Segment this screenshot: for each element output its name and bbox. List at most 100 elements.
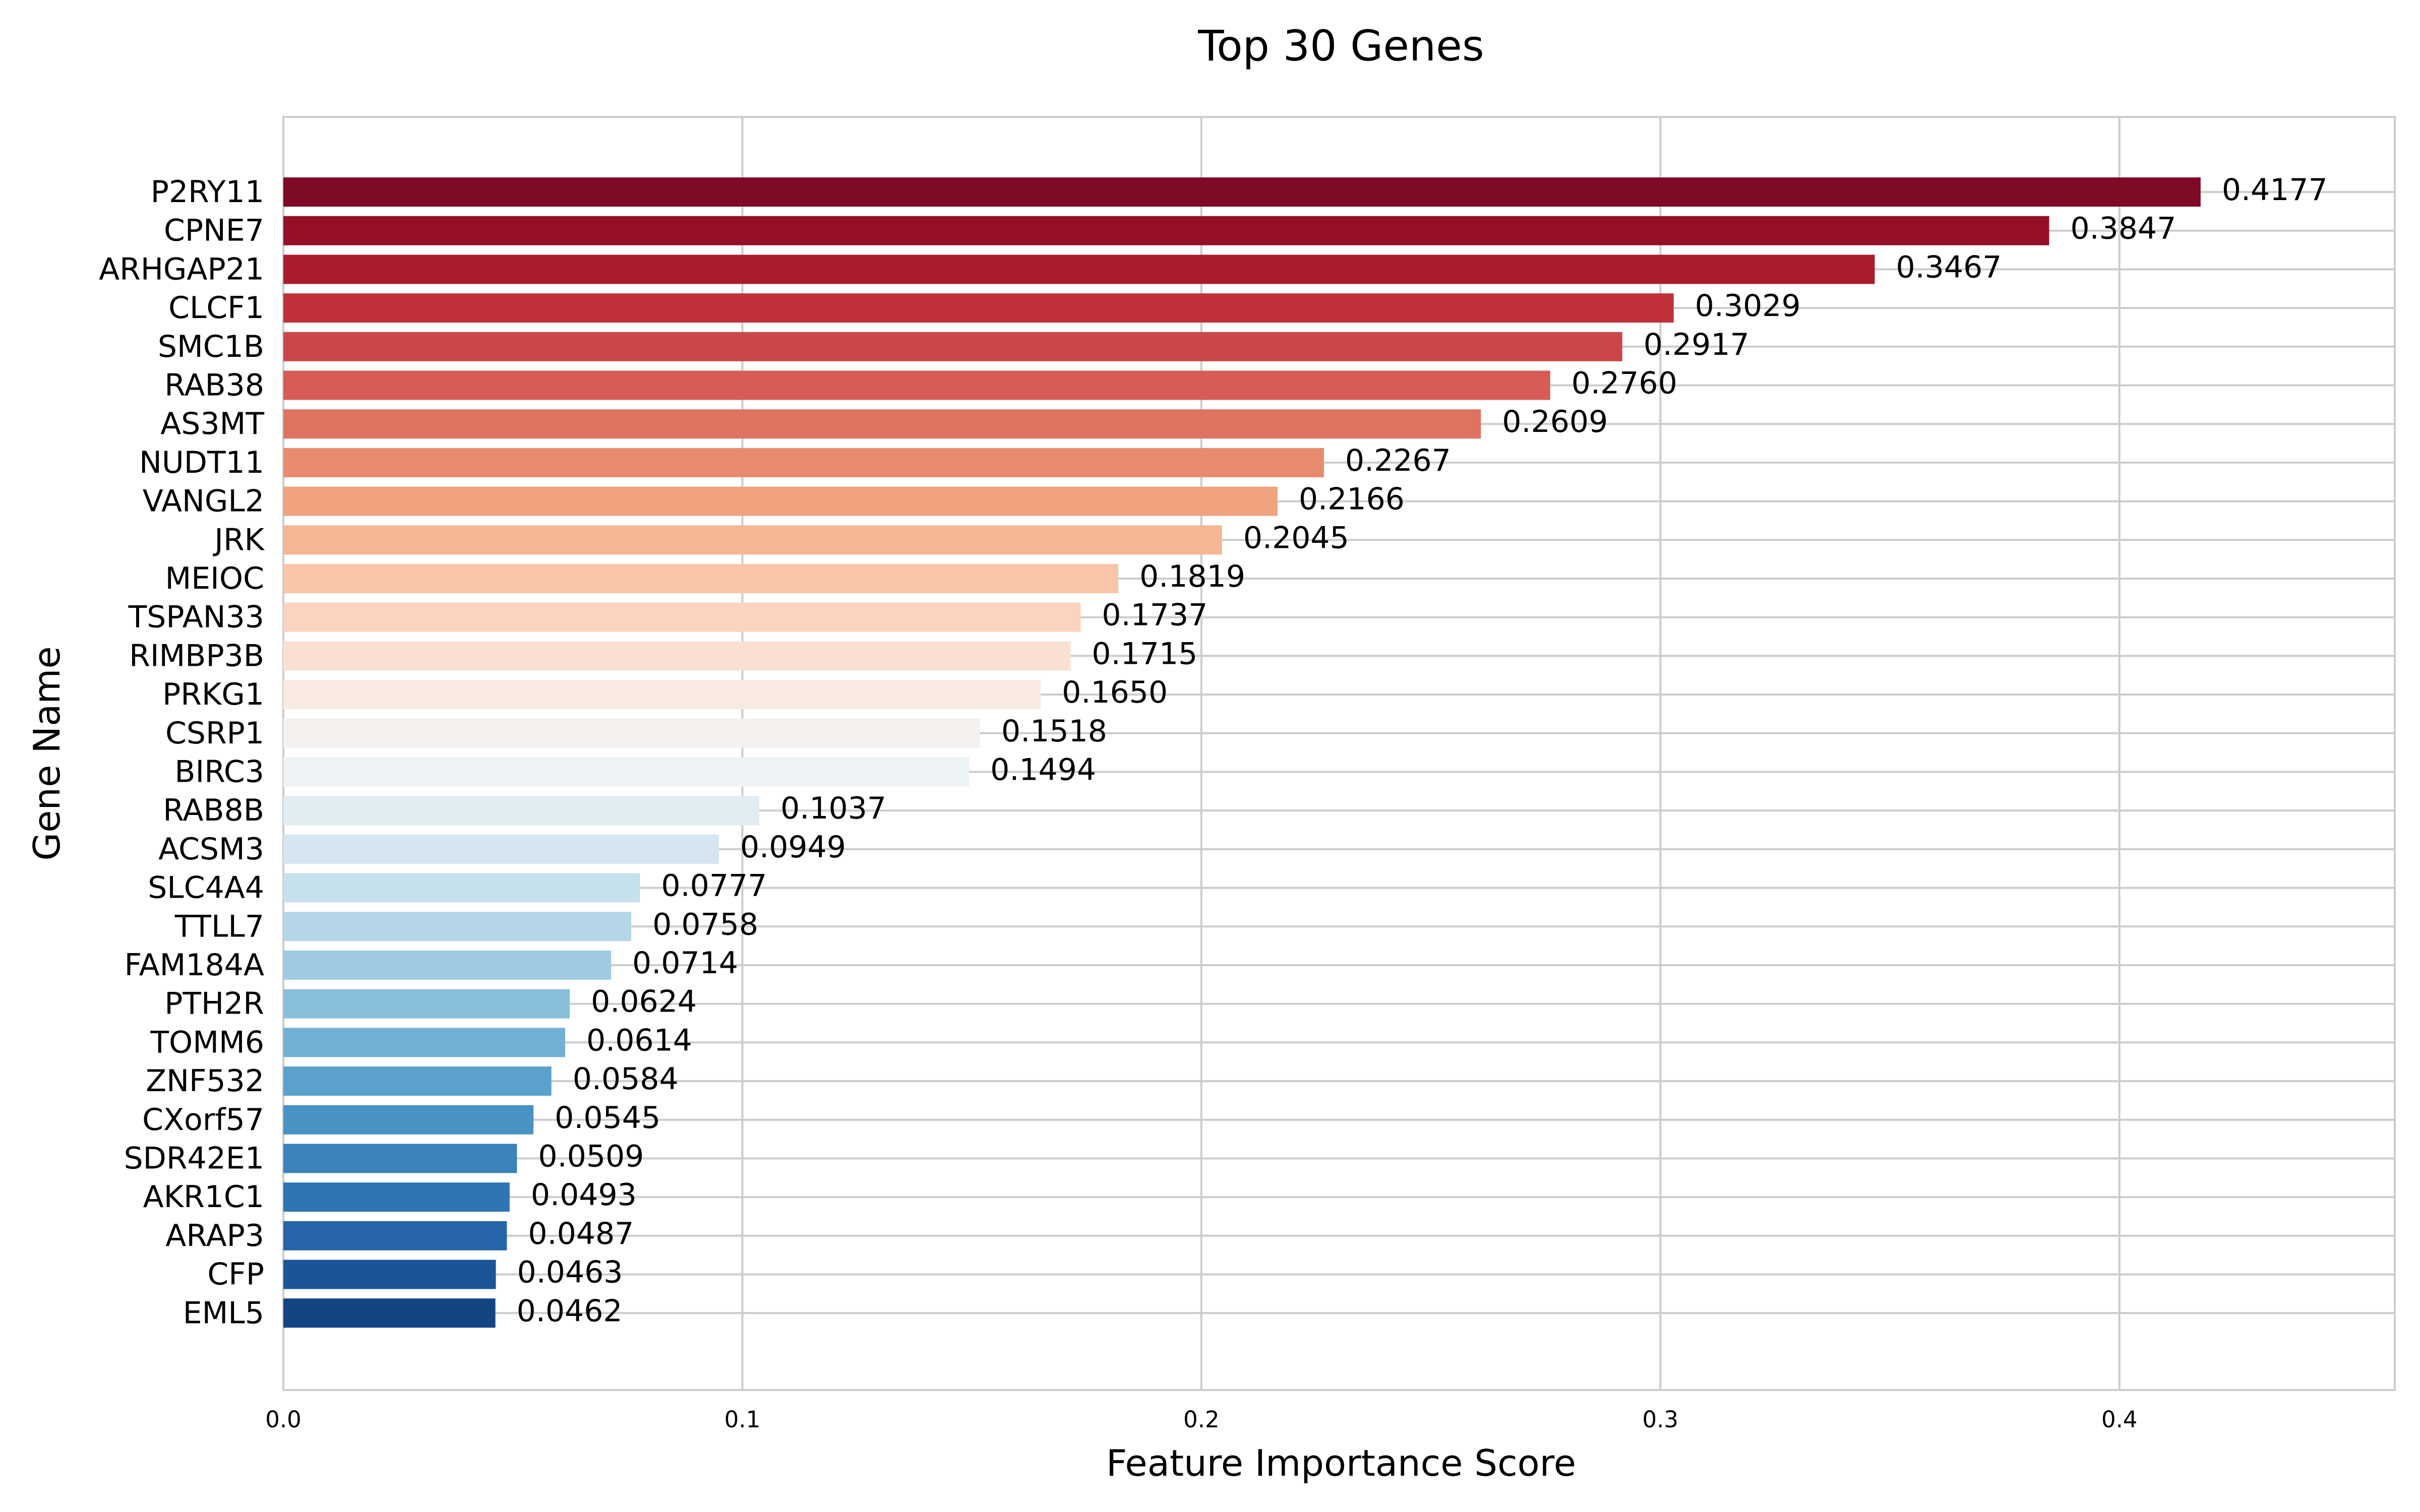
y-tick-label: SMC1B [158, 329, 264, 364]
value-label: 0.1037 [780, 791, 886, 826]
y-tick-label: ARHGAP21 [99, 251, 264, 287]
bar [283, 796, 760, 826]
bar [283, 602, 1081, 632]
value-label: 0.2917 [1644, 327, 1749, 362]
y-tick-label: P2RY11 [151, 174, 264, 210]
value-label: 0.0487 [528, 1216, 634, 1251]
x-tick-label: 0.3 [1643, 1406, 1679, 1433]
value-label: 0.4177 [2222, 172, 2328, 208]
value-label: 0.0949 [740, 830, 846, 865]
bar [283, 1144, 517, 1173]
y-tick-label: SLC4A4 [148, 870, 264, 906]
labels: 0.0 0.1 0.2 0.3 0.4 P2RY11 0.4177 CPNE7 0.3847 AR… [99, 172, 2328, 1433]
y-tick-label: ZNF532 [146, 1063, 264, 1099]
value-label: 0.2166 [1299, 482, 1405, 517]
y-tick-label: RAB38 [164, 368, 264, 403]
bar [283, 1259, 496, 1289]
value-label: 0.3467 [1896, 249, 2002, 285]
y-tick-label: VANGL2 [143, 484, 264, 519]
value-label: 0.0509 [538, 1139, 644, 1174]
y-tick-label: CPNE7 [164, 213, 264, 248]
value-label: 0.1819 [1139, 559, 1245, 594]
value-label: 0.0463 [517, 1255, 623, 1290]
value-label: 0.0462 [517, 1293, 623, 1329]
bar [283, 873, 640, 903]
bar [283, 951, 612, 980]
y-tick-label: TTLL7 [174, 909, 264, 944]
value-label: 0.2609 [1502, 404, 1608, 439]
value-label: 0.0614 [586, 1023, 692, 1058]
bar [283, 293, 1674, 323]
y-tick-label: ARAP3 [165, 1218, 264, 1253]
y-tick-label: AS3MT [160, 406, 264, 442]
value-label: 0.2760 [1571, 366, 1677, 401]
value-label: 0.3029 [1695, 288, 1801, 324]
bar [283, 525, 1222, 555]
y-axis-label: Gene Name [26, 646, 68, 860]
bar [283, 680, 1041, 710]
bar [283, 1182, 510, 1212]
y-tick-label: SDR42E1 [124, 1141, 264, 1176]
x-tick-label: 0.1 [724, 1406, 761, 1433]
value-label: 0.0758 [652, 907, 758, 942]
x-tick-label: 0.4 [2101, 1406, 2138, 1433]
bar [283, 1221, 507, 1250]
chart-title: Top 30 Genes [1197, 21, 1484, 71]
bar [283, 1105, 534, 1135]
bar [283, 486, 1278, 516]
plot-area [282, 116, 2396, 1391]
bar [283, 757, 970, 787]
bars [283, 177, 2201, 1328]
value-label: 0.3847 [2070, 211, 2176, 246]
bar [283, 912, 632, 941]
value-label: 0.0584 [573, 1061, 679, 1097]
value-label: 0.0624 [591, 984, 697, 1020]
bar [283, 1028, 566, 1057]
value-label: 0.0714 [632, 946, 738, 981]
y-tick-label: ACSM3 [158, 832, 264, 867]
value-label: 0.1715 [1092, 636, 1197, 671]
bar [283, 332, 1622, 361]
bar [283, 448, 1324, 477]
bar [283, 177, 2201, 207]
bar [283, 1066, 552, 1096]
y-tick-label: EML5 [183, 1295, 264, 1331]
bar [283, 216, 2049, 245]
bar [283, 834, 719, 864]
value-label: 0.1650 [1062, 675, 1168, 710]
value-label: 0.0545 [555, 1100, 660, 1136]
x-axis-label: Feature Importance Score [1106, 1442, 1576, 1484]
y-tick-label: CLCF1 [168, 290, 264, 326]
y-tick-label: JRK [212, 522, 265, 557]
y-tick-label: RAB8B [163, 793, 264, 828]
y-tick-label: PTH2R [164, 986, 264, 1022]
bar [283, 564, 1119, 593]
value-label: 0.1518 [1001, 714, 1107, 749]
y-tick-label: FAM184A [125, 948, 264, 983]
value-label: 0.0493 [531, 1177, 637, 1213]
y-tick-label: RIMBP3B [129, 638, 264, 673]
y-tick-label: CFP [207, 1257, 264, 1292]
y-tick-label: CSRP1 [165, 716, 264, 751]
value-label: 0.0777 [661, 868, 767, 904]
value-label: 0.1737 [1102, 598, 1207, 633]
y-tick-label: NUDT11 [139, 445, 264, 480]
bar [283, 409, 1481, 439]
bar [283, 989, 570, 1019]
x-tick-label: 0.0 [265, 1406, 301, 1433]
y-tick-label: BIRC3 [174, 754, 264, 790]
y-tick-label: MEIOC [165, 561, 265, 596]
value-label: 0.1494 [990, 752, 1096, 788]
bar [283, 1298, 496, 1328]
y-tick-label: AKR1C1 [143, 1179, 264, 1215]
bar [283, 255, 1875, 284]
y-tick-label: TOMM6 [150, 1025, 264, 1060]
x-tick-label: 0.2 [1183, 1406, 1220, 1433]
value-label: 0.2045 [1243, 520, 1349, 555]
y-tick-label: PRKG1 [162, 677, 264, 712]
y-tick-label: TSPAN33 [128, 600, 264, 635]
bar [283, 718, 981, 748]
bar [283, 641, 1071, 671]
value-label: 0.2267 [1345, 443, 1451, 478]
